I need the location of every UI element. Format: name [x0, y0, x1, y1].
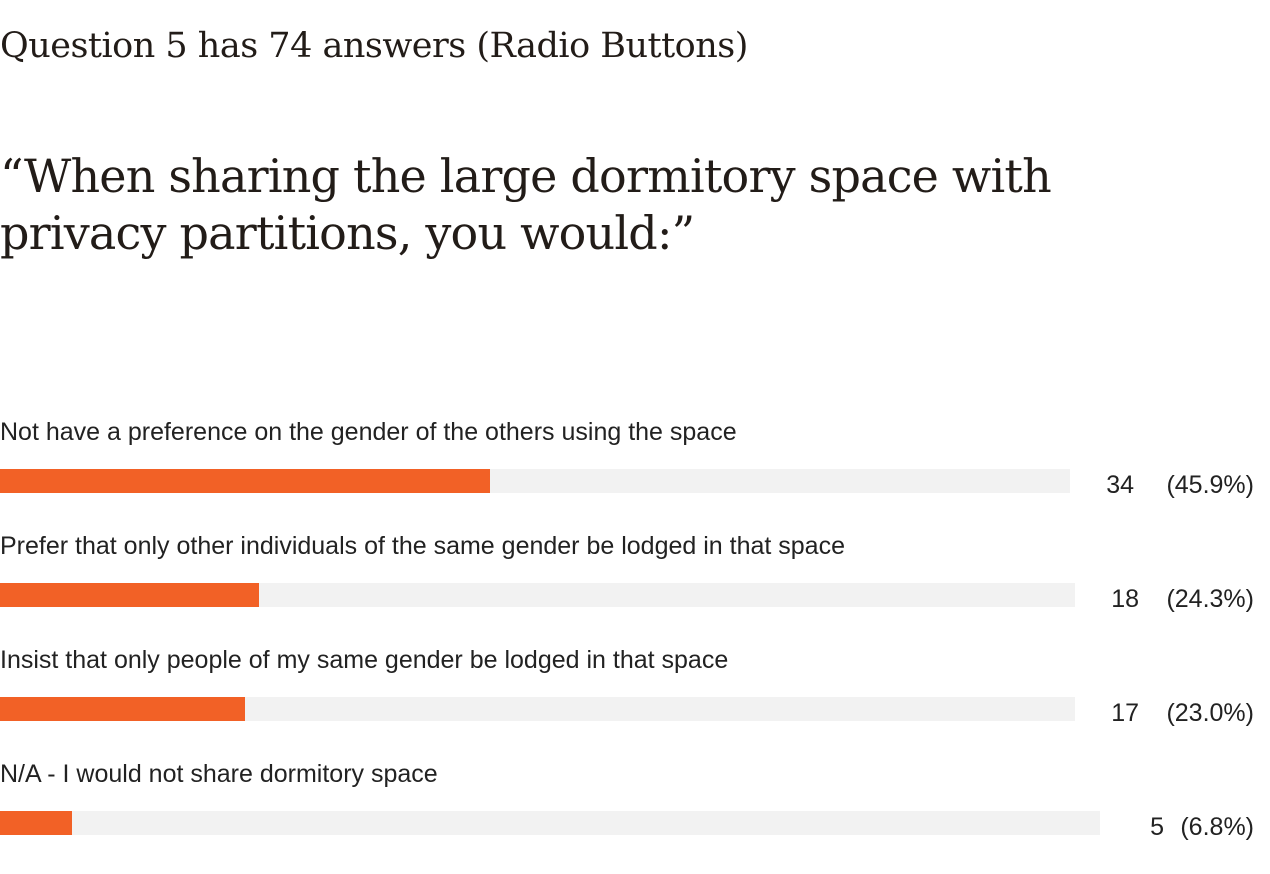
bar-row: N/A - I would not share dormitory space 5…: [0, 760, 1270, 874]
bar-percent-label: (6.8%): [1180, 813, 1254, 841]
bar-track: [0, 697, 1075, 721]
bar-chart: Not have a preference on the gender of t…: [0, 418, 1270, 874]
bar-fill: [0, 469, 490, 493]
bar-fill: [0, 811, 72, 835]
bar-count-label: 18: [1111, 585, 1139, 613]
bar-label: Insist that only people of my same gende…: [0, 646, 729, 674]
bar-count-label: 5: [1150, 813, 1164, 841]
bar-track: [0, 583, 1075, 607]
bar-label: Not have a preference on the gender of t…: [0, 418, 737, 446]
bar-track: [0, 469, 1070, 493]
bar-percent-label: (24.3%): [1166, 585, 1254, 613]
bar-percent-label: (23.0%): [1166, 699, 1254, 727]
bar-track: [0, 811, 1100, 835]
bar-row: Prefer that only other individuals of th…: [0, 532, 1270, 646]
bar-label: Prefer that only other individuals of th…: [0, 532, 845, 560]
bar-percent-label: (45.9%): [1166, 471, 1254, 499]
bar-row: Insist that only people of my same gende…: [0, 646, 1270, 760]
question-text: “When sharing the large dormitory space …: [0, 149, 1052, 260]
question-header: Question 5 has 74 answers (Radio Buttons…: [0, 26, 748, 66]
bar-fill: [0, 583, 259, 607]
bar-row: Not have a preference on the gender of t…: [0, 418, 1270, 532]
bar-label: N/A - I would not share dormitory space: [0, 760, 438, 788]
bar-fill: [0, 697, 245, 721]
bar-count-label: 17: [1111, 699, 1139, 727]
bar-count-label: 34: [1106, 471, 1134, 499]
